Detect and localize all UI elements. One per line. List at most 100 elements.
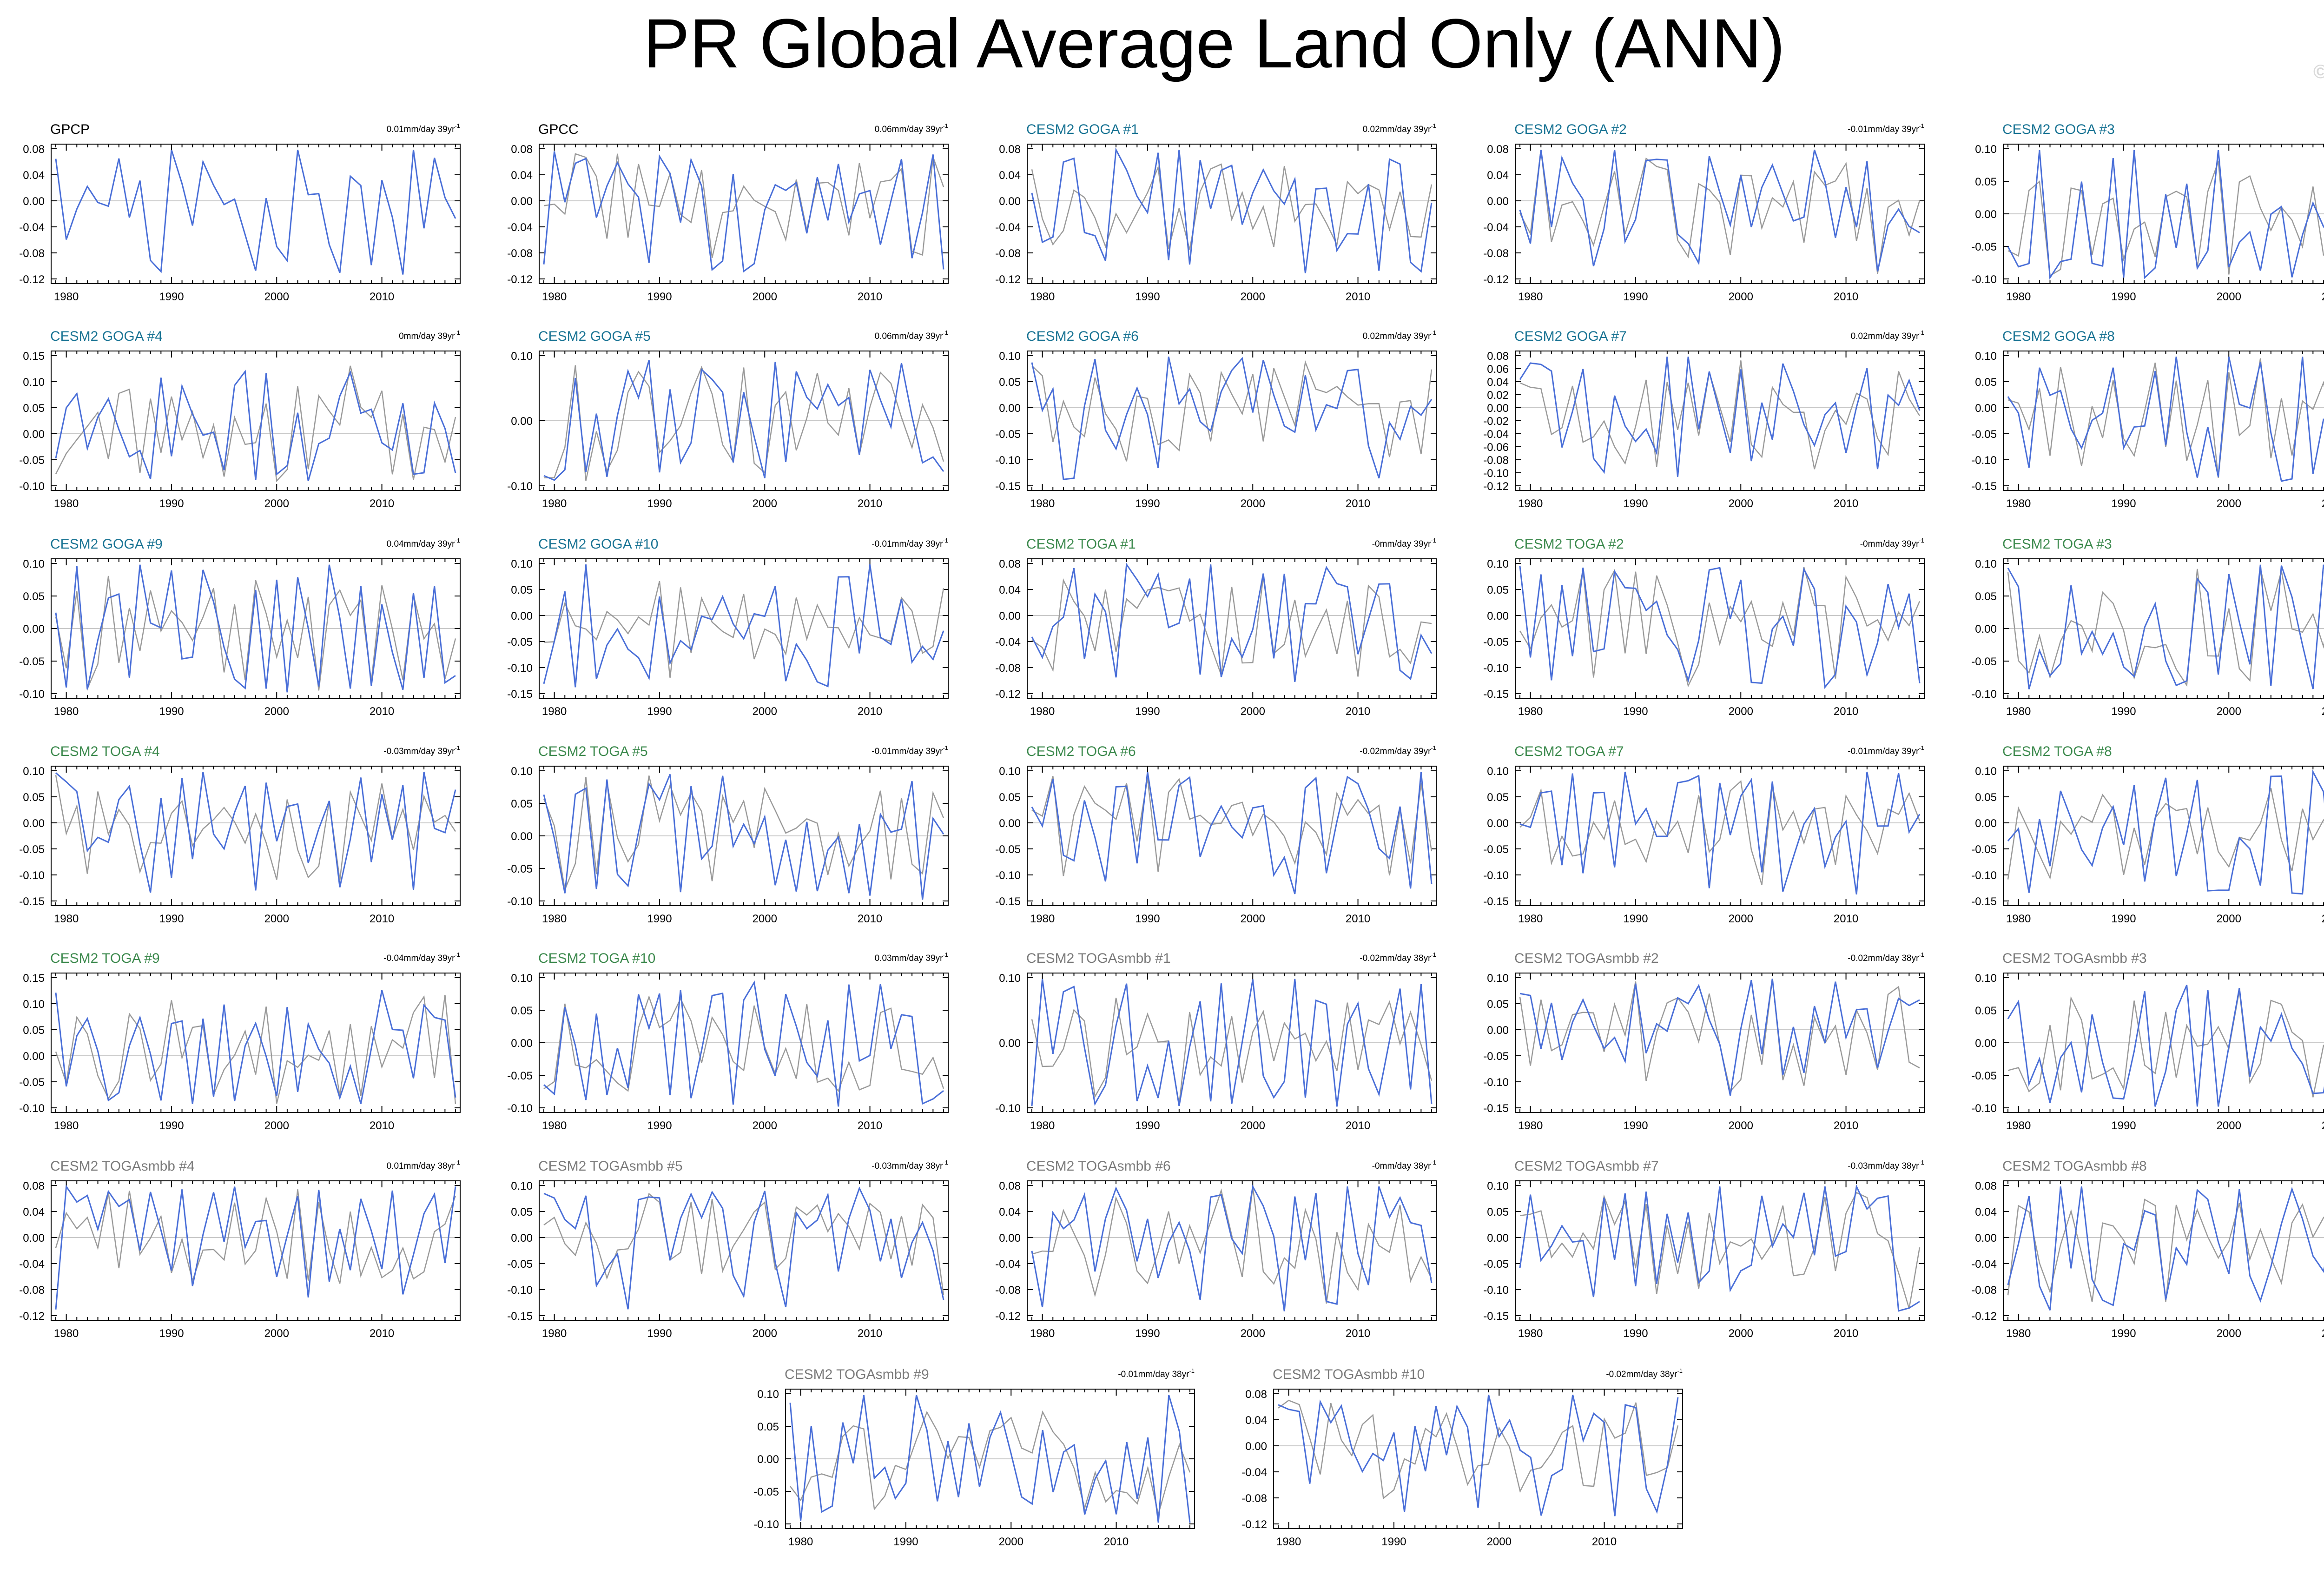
x-tick-label: 1990: [647, 913, 672, 925]
panel-title: CESM2 TOGA #4: [50, 744, 160, 759]
y-tick-label: 0.08: [23, 1180, 45, 1192]
x-tick-label: 2010: [2322, 913, 2324, 925]
x-tick-label: 1980: [2006, 913, 2031, 925]
y-tick-label: 0.10: [1487, 972, 1509, 985]
x-tick-label: 2000: [2217, 913, 2241, 925]
y-tick-label: -0.10: [19, 1102, 45, 1115]
panel-9: CESM2 GOGA #7 0.02mm/day 39yr-1-0.12-0.10…: [1483, 329, 1924, 510]
model-series-line: [2008, 565, 2324, 689]
y-tick-label: -0.12: [1241, 1518, 1267, 1531]
y-tick-label: -0.08: [1971, 1284, 1997, 1297]
y-tick-label: 0.00: [23, 1232, 45, 1245]
y-tick-label: 0.00: [1487, 195, 1509, 208]
y-tick-label: 0.00: [23, 817, 45, 830]
x-tick-label: 1990: [1623, 913, 1648, 925]
x-tick-label: 2000: [1729, 1327, 1753, 1340]
panel-19: CESM2 TOGA #7 -0.01mm/day 39yr-1-0.15-0.1…: [1483, 744, 1924, 925]
plot-frame: [1515, 351, 1924, 490]
panel-title: CESM2 GOGA #9: [50, 536, 163, 552]
y-tick-label: -0.10: [19, 688, 45, 701]
model-series-line: [544, 360, 944, 480]
x-tick-label: 2010: [1346, 1327, 1370, 1340]
x-tick-label: 2010: [2322, 497, 2324, 510]
x-tick-label: 1990: [647, 1327, 672, 1340]
y-tick-label: 0.10: [1975, 765, 1997, 778]
y-tick-label: -0.05: [1971, 428, 1997, 441]
y-tick-label: -0.04: [1241, 1466, 1267, 1479]
panel-trend: -0.02mm/day 39yr-1: [1360, 744, 1436, 756]
y-tick-label: 0.05: [23, 791, 45, 804]
y-tick-label: 0.10: [511, 558, 533, 570]
x-tick-label: 1980: [1518, 497, 1543, 510]
panel-trend-superscript: -1: [455, 537, 460, 544]
y-tick-label: -0.04: [1971, 1258, 1997, 1271]
y-tick-label: 0.00: [1975, 817, 1997, 830]
x-tick-label: 2000: [2217, 291, 2241, 303]
x-tick-label: 2000: [1729, 705, 1753, 718]
x-tick-label: 2010: [370, 291, 394, 303]
y-tick-label: 0.08: [999, 1180, 1021, 1192]
x-tick-label: 1980: [788, 1536, 813, 1548]
x-tick-label: 2000: [753, 913, 777, 925]
panel-trend: -0mm/day 38yr-1: [1372, 1159, 1436, 1171]
panel-15: CESM2 TOGA #3-0.01mm/day 39yr-1-0.10-0.0…: [1971, 536, 2324, 718]
x-tick-label: 1980: [1518, 291, 1543, 303]
panel-trend-superscript: -1: [943, 537, 948, 544]
panel-13: CESM2 TOGA #1 -0mm/day 39yr-1-0.12-0.08-0…: [995, 536, 1436, 718]
y-tick-label: 0.10: [1487, 1180, 1509, 1192]
x-tick-label: 2010: [1834, 291, 1858, 303]
panel-trend: -0.02mm/day 38yr-1: [1848, 951, 1924, 963]
panel-title: CESM2 TOGA #9: [50, 951, 160, 966]
y-tick-label: 0.15: [23, 350, 45, 363]
panel-trend-superscript: -1: [1431, 329, 1436, 336]
y-tick-label: -0.15: [19, 895, 45, 908]
panel-title: CESM2 TOGA #7: [1514, 744, 1624, 759]
plot-frame: [1515, 144, 1924, 284]
x-tick-label: 2010: [1104, 1536, 1129, 1548]
y-tick-label: -0.15: [507, 688, 533, 701]
obs-series-line: [2008, 161, 2324, 276]
panel-22: CESM2 TOGA #10 0.03mm/day 39yr-1-0.10-0.0…: [507, 951, 948, 1132]
obs-series-line: [544, 365, 944, 481]
panel-trend-superscript: -1: [1431, 122, 1436, 129]
x-tick-label: 2000: [999, 1536, 1023, 1548]
x-tick-label: 1990: [1623, 1327, 1648, 1340]
x-tick-label: 1990: [1135, 497, 1160, 510]
y-tick-label: 0.10: [1975, 143, 1997, 156]
y-tick-label: -0.08: [1241, 1492, 1267, 1505]
y-tick-label: 0.06: [1487, 363, 1509, 376]
y-tick-label: -0.15: [995, 895, 1021, 908]
y-tick-label: 0.05: [999, 376, 1021, 389]
panel-28: CESM2 TOGAsmbb #6 -0mm/day 38yr-1-0.12-0.…: [995, 1159, 1436, 1340]
y-tick-label: 0.00: [1975, 1232, 1997, 1245]
x-tick-label: 2000: [264, 497, 289, 510]
obs-series-line: [56, 366, 456, 481]
panel-title: CESM2 TOGAsmbb #2: [1514, 951, 1659, 966]
x-tick-label: 2010: [858, 291, 882, 303]
y-tick-label: 0.15: [23, 972, 45, 985]
panel-title: GPCC: [538, 122, 579, 137]
panel-trend-superscript: -1: [1919, 744, 1924, 751]
x-tick-label: 2010: [1834, 913, 1858, 925]
panel-trend: 0.01mm/day 38yr-1: [387, 1159, 460, 1171]
x-tick-label: 2000: [1729, 1119, 1753, 1132]
plot-frame: [1515, 559, 1924, 698]
x-tick-label: 2010: [858, 497, 882, 510]
y-tick-label: -0.15: [995, 480, 1021, 493]
y-tick-label: 0.10: [757, 1388, 779, 1401]
y-tick-label: 0.10: [1975, 350, 1997, 363]
y-tick-label: 0.04: [511, 169, 533, 182]
x-tick-label: 2000: [2217, 705, 2241, 718]
x-tick-label: 2010: [1834, 1119, 1858, 1132]
model-series-line: [1520, 979, 1920, 1095]
obs-series-line: [544, 776, 944, 890]
y-tick-label: -0.05: [1971, 843, 1997, 856]
panel-trend-superscript: -1: [1919, 951, 1924, 958]
x-tick-label: 2000: [1241, 291, 1265, 303]
panel-trend-superscript: -1: [455, 744, 460, 751]
panel-title: CESM2 GOGA #6: [1026, 329, 1139, 344]
x-tick-label: 2010: [858, 705, 882, 718]
panel-trend: -0.02mm/day 38yr-1: [1360, 951, 1436, 963]
panel-14: CESM2 TOGA #2 -0mm/day 39yr-1-0.15-0.10-0…: [1483, 536, 1924, 718]
y-tick-label: 0.08: [23, 143, 45, 156]
